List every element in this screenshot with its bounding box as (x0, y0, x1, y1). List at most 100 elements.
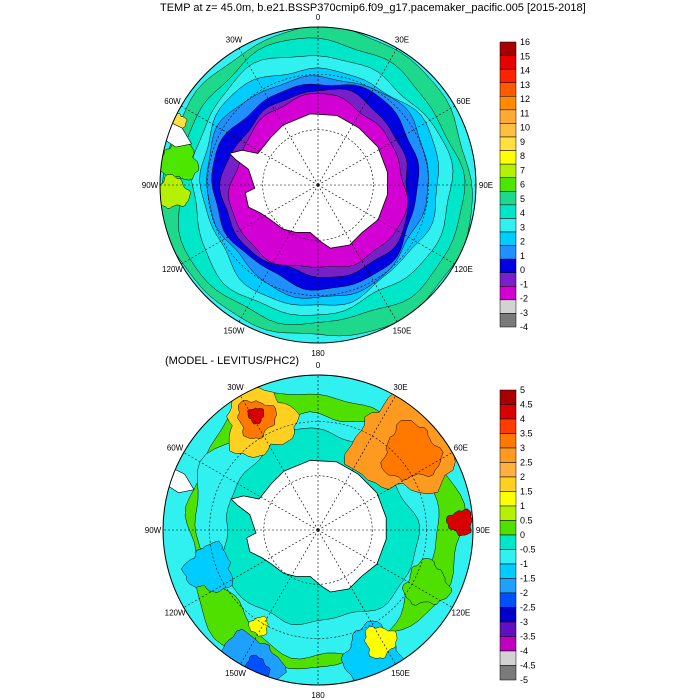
colorbar: 5 4.5 4 3.5 3 2.5 2 1.5 1 0.5 0 -0.5 -1 -1.5 -2 -2.5 -3 -… (499, 385, 536, 685)
colorbar-swatch (499, 68, 517, 83)
colorbar-swatch (499, 665, 517, 681)
colorbar-swatch (499, 607, 517, 623)
colorbar-label: -3.5 (520, 632, 536, 642)
colorbar-label: 1 (520, 501, 525, 511)
colorbar-swatch (499, 549, 517, 565)
longitude-label: 60W (164, 97, 181, 106)
colorbar-label: -2 (520, 588, 528, 598)
longitude-label: 150E (393, 327, 412, 336)
longitude-label: 120W (162, 265, 183, 274)
colorbar-swatch (499, 258, 517, 273)
colorbar-label: 12 (520, 94, 530, 104)
colorbar-label: 3.5 (520, 429, 533, 439)
colorbar-label: 6 (520, 180, 525, 190)
colorbar-label: -5 (520, 675, 528, 685)
colorbar-swatch (499, 82, 517, 97)
colorbar-label: 1 (520, 251, 525, 261)
colorbar-label: 7 (520, 165, 525, 175)
colorbar-label: 13 (520, 80, 530, 90)
longitude-label: 120E (454, 265, 473, 274)
plot-subtitle: (MODEL - LEVITUS/PHC2) (165, 355, 300, 367)
colorbar-swatch (499, 218, 517, 233)
colorbar-label: -4.5 (520, 661, 536, 671)
colorbar-label: 9 (520, 137, 525, 147)
colorbar-label: 15 (520, 51, 530, 61)
contour-patch (364, 626, 398, 659)
colorbar-label: -2 (520, 294, 528, 304)
colorbar-label: -0.5 (520, 545, 536, 555)
colorbar-label: 4 (520, 208, 525, 218)
colorbar-swatch (499, 520, 517, 536)
graticule (160, 27, 476, 343)
colorbar-swatch (499, 462, 517, 478)
colorbar-label: 1.5 (520, 487, 533, 497)
colorbar-label: -3 (520, 308, 528, 318)
colorbar-swatch (499, 418, 517, 434)
colorbar-label: 8 (520, 151, 525, 161)
colorbar-label: 14 (520, 66, 530, 76)
colorbar-swatch (499, 447, 517, 463)
contour-patch (401, 558, 452, 606)
colorbar-swatch (499, 592, 517, 608)
colorbar-swatch (499, 245, 517, 260)
colorbar-swatch (499, 404, 517, 420)
longitude-label: 30W (226, 36, 243, 45)
longitude-label: 90E (476, 526, 490, 535)
colorbar-label: 2.5 (520, 458, 533, 468)
contour-patch (248, 615, 269, 637)
longitude-label: 120E (452, 609, 471, 618)
longitude-label: 180 (311, 349, 325, 358)
colorbar-swatch (499, 177, 517, 192)
colorbar-swatch (499, 313, 517, 328)
longitude-label: 90E (479, 181, 493, 190)
colorbar-label: 2 (520, 472, 525, 482)
colorbar-swatch (499, 505, 517, 521)
colorbar-swatch (499, 650, 517, 666)
colorbar-label: 0 (520, 265, 525, 275)
colorbar-swatch (499, 491, 517, 507)
longitude-label: 180 (311, 691, 325, 700)
contour-patch (380, 419, 444, 481)
colorbar-swatch (499, 433, 517, 449)
temperature-field (160, 27, 476, 343)
colorbar-swatch (499, 191, 517, 206)
contour-patch (160, 137, 200, 181)
map-border (159, 26, 477, 344)
longitude-label: 60E (454, 444, 468, 453)
polar-map-2: 0 30E 60E 90E 120E 150E 180 150W 120W 90W 60W 30W 5 4… (145, 361, 536, 700)
contour-patch (247, 407, 265, 425)
colorbar-label: 0.5 (520, 516, 533, 526)
colorbar-swatch (499, 299, 517, 314)
graticule (163, 375, 473, 685)
longitude-label: 60W (167, 444, 184, 453)
colorbar-swatch (499, 389, 517, 405)
colorbar-label: 10 (520, 123, 530, 133)
colorbar-swatch (499, 150, 517, 165)
longitude-label: 120W (165, 609, 186, 618)
longitude-label: 90W (145, 526, 162, 535)
colorbar-label: -1.5 (520, 574, 536, 584)
longitude-label: 90W (142, 181, 159, 190)
colorbar-swatch (499, 41, 517, 56)
temperature-field (163, 375, 473, 685)
longitude-label: 30E (395, 36, 409, 45)
colorbar-swatch (499, 272, 517, 287)
contour-patch (181, 540, 233, 593)
colorbar-swatch (499, 621, 517, 637)
longitude-label: 150W (224, 327, 245, 336)
colorbar-label: 3 (520, 443, 525, 453)
colorbar-swatch (499, 578, 517, 594)
colorbar-swatch (499, 563, 517, 579)
colorbar-label: -3 (520, 617, 528, 627)
colorbar-swatch (499, 163, 517, 178)
colorbar-swatch (499, 123, 517, 138)
longitude-label: 60E (456, 97, 470, 106)
longitude-label: 30E (393, 383, 407, 392)
colorbar-swatch (499, 476, 517, 492)
longitude-label: 0 (316, 361, 321, 370)
colorbar-label: 3 (520, 222, 525, 232)
colorbar-label: -4 (520, 646, 528, 656)
colorbar-label: 5 (520, 194, 525, 204)
